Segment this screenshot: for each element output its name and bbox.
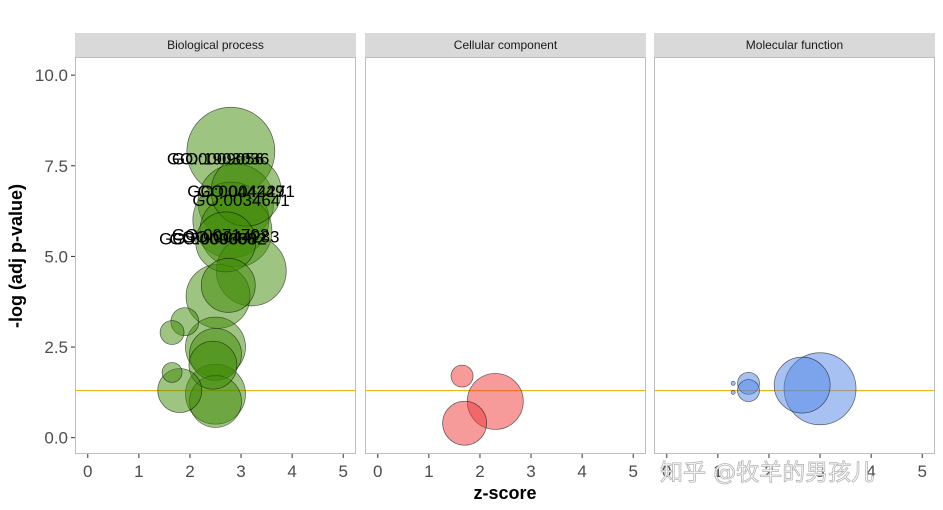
go-term-label: GO:0009058 [159,229,256,248]
y-axis-title: -log (adj p-value) [6,184,26,328]
x-tick-label: 1 [424,462,433,481]
facet-panel: Cellular component 0 1 2 3 4 5 [365,33,646,481]
x-tick-label: 5 [338,462,347,481]
facet-strip [75,33,356,57]
x-tick-label: 4 [866,462,875,481]
go-term-label: GO:0009056 [167,150,264,169]
facet-strip [365,33,646,57]
go-term-label: GO:0044283 [182,227,279,246]
y-tick-label: 7.5 [44,157,68,176]
bubble-point [159,320,185,345]
x-tick-label: 4 [577,462,586,481]
facet-strip-label: Biological process [167,38,264,52]
x-tick-label: 5 [628,462,637,481]
x-tick-label: 3 [236,462,245,481]
x-tick-label: 1 [713,462,722,481]
x-tick-label: 2 [185,462,194,481]
x-tick-label: 1 [134,462,143,481]
x-tick-label: 4 [287,462,296,481]
go-term-label: GO:0044249 [187,182,284,201]
bubble-point [442,400,487,446]
go-term-label: GO:0006082 [169,229,266,248]
bubble-point [773,356,831,414]
go-term-label: GO:0071702 [172,226,269,245]
x-tick-label: 2 [764,462,773,481]
bubble-point [737,379,760,402]
x-tick-label: 0 [83,462,92,481]
y-tick-label: 0.0 [44,429,68,448]
watermark-text: 知乎 @牧羊的男孩儿 [660,460,874,486]
bubble-point [161,362,183,383]
bubble-point [200,258,256,313]
bubble-point [730,390,736,395]
y-tick-label: 5.0 [44,247,68,266]
facet-panel: Molecular function 0 1 2 3 4 5 [654,33,935,481]
bubble-point [450,364,474,388]
x-tick-label: 0 [373,462,382,481]
facet-strip-label: Cellular component [454,38,558,52]
facet-strip [654,33,935,57]
go-term-label: GO:0044271 [197,182,294,201]
x-tick-label: 5 [917,462,926,481]
x-tick-label: 3 [526,462,535,481]
x-tick-label: 2 [475,462,484,481]
y-tick-label: 2.5 [44,338,68,357]
go-term-label: GO:1903036 [172,150,269,169]
y-tick-label: 10.0 [35,66,68,85]
bubble-point [730,380,736,386]
bubble-point [188,340,238,390]
facet-strip-label: Molecular function [746,38,843,52]
x-tick-label: 3 [815,462,824,481]
x-axis-title: z-score [473,483,536,503]
x-tick-label: 0 [662,462,671,481]
go-term-label: GO:0034641 [192,191,289,210]
facet-panels: 0.0 2.5 5.0 7.5 10.0 Biological process GO:000… [35,33,935,481]
